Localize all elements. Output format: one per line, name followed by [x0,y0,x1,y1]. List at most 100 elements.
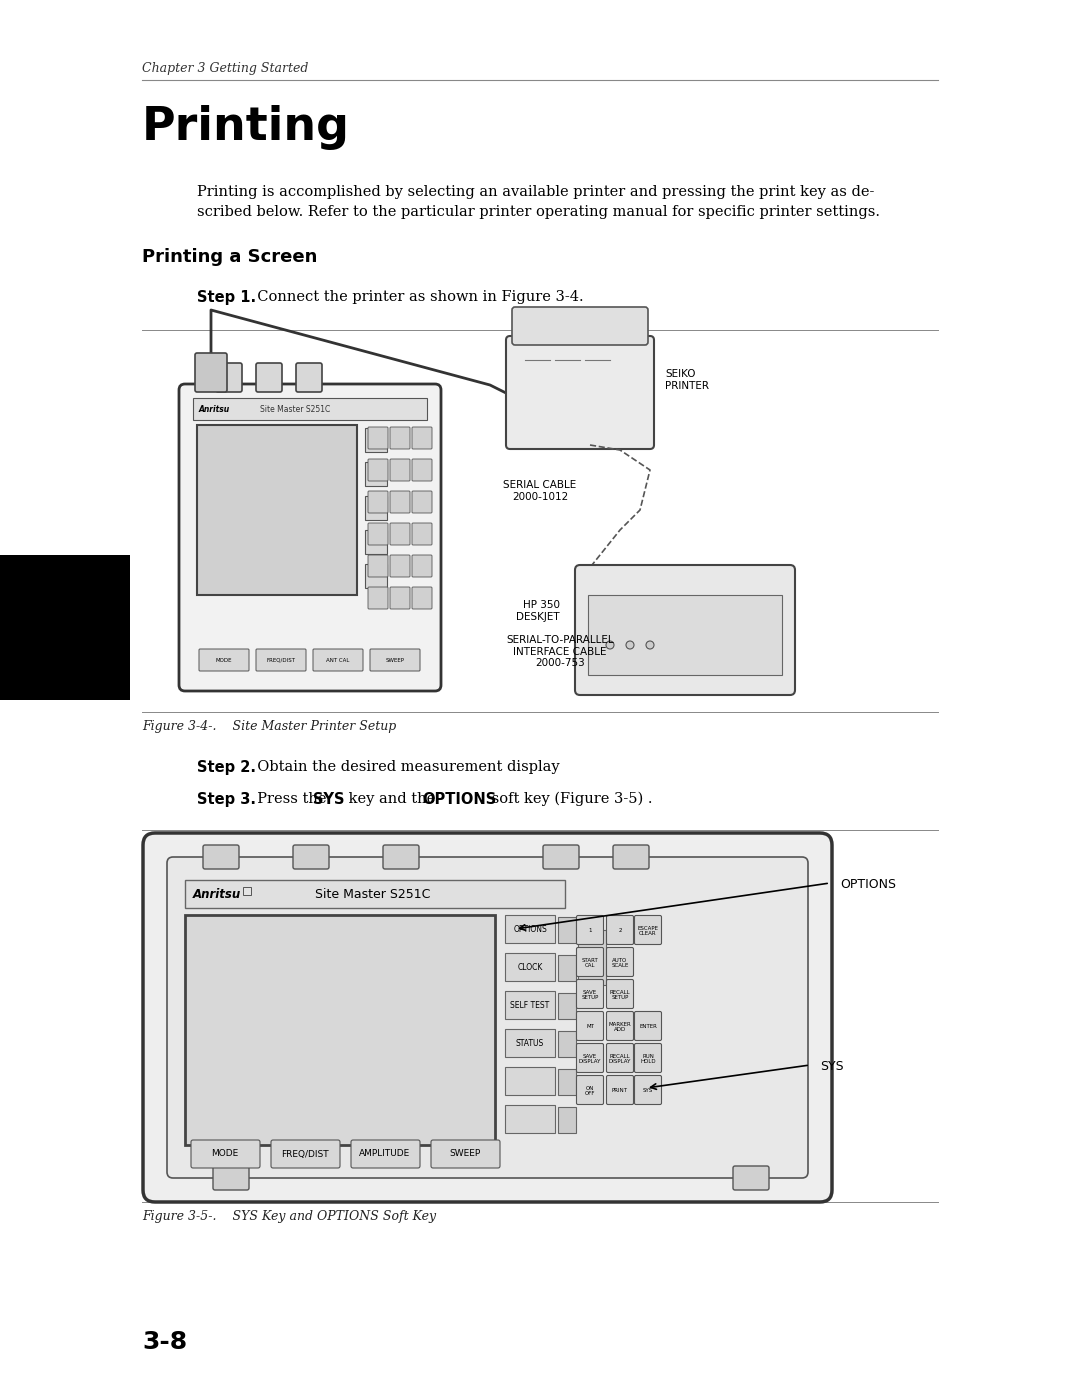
Text: SYS: SYS [643,1088,653,1094]
Bar [505,1030,555,1058]
Text: ESCAPE
CLEAR: ESCAPE CLEAR [637,926,659,936]
Text: AUTO
SCALE: AUTO SCALE [611,957,629,968]
Bar [505,953,555,981]
Text: MT: MT [586,1024,594,1030]
Bar [197,425,357,595]
FancyBboxPatch shape [607,1076,634,1105]
FancyBboxPatch shape [390,460,410,481]
Bar [558,1031,576,1058]
Bar [243,887,251,895]
FancyBboxPatch shape [577,1076,604,1105]
Bar [365,496,387,520]
FancyBboxPatch shape [368,587,388,609]
FancyBboxPatch shape [411,587,432,609]
Text: Anritsu: Anritsu [193,887,241,901]
Text: SAVE
DISPLAY: SAVE DISPLAY [579,1053,602,1065]
Bar [505,1105,555,1133]
FancyBboxPatch shape [577,1044,604,1073]
FancyBboxPatch shape [195,353,227,393]
Text: MODE: MODE [216,658,232,662]
Bar [505,915,555,943]
Text: SYS: SYS [820,1060,843,1073]
Text: Step 1.: Step 1. [197,291,256,305]
FancyBboxPatch shape [216,363,242,393]
FancyBboxPatch shape [390,522,410,545]
Bar [365,427,387,453]
Text: START
CAL: START CAL [582,957,598,968]
Circle shape [606,641,615,650]
FancyBboxPatch shape [577,915,604,944]
Bar [558,1069,576,1095]
Text: OPTIONS: OPTIONS [513,925,546,933]
Text: Printing a Screen: Printing a Screen [141,249,318,265]
Text: SERIAL CABLE
2000-1012: SERIAL CABLE 2000-1012 [503,481,577,502]
Text: Anritsu: Anritsu [199,405,230,414]
FancyBboxPatch shape [203,845,239,869]
Text: FREQ/DIST: FREQ/DIST [267,658,296,662]
FancyBboxPatch shape [577,1011,604,1041]
FancyBboxPatch shape [313,650,363,671]
Bar [365,462,387,486]
Text: Obtain the desired measurement display: Obtain the desired measurement display [248,760,559,774]
FancyBboxPatch shape [143,833,832,1201]
Text: Site Master S251C: Site Master S251C [260,405,330,414]
Text: Figure 3-5-.    SYS Key and OPTIONS Soft Key: Figure 3-5-. SYS Key and OPTIONS Soft Ke… [141,1210,436,1222]
Text: Chapter 3 Getting Started: Chapter 3 Getting Started [141,61,309,75]
FancyBboxPatch shape [368,522,388,545]
Bar [185,880,565,908]
Bar [185,915,495,1146]
FancyBboxPatch shape [256,363,282,393]
FancyBboxPatch shape [543,845,579,869]
Bar [558,1106,576,1133]
FancyBboxPatch shape [390,427,410,448]
FancyBboxPatch shape [607,1011,634,1041]
Text: Step 2.: Step 2. [197,760,256,775]
Bar [588,595,782,675]
Bar [558,916,576,943]
FancyBboxPatch shape [199,650,249,671]
FancyBboxPatch shape [351,1140,420,1168]
Text: scribed below. Refer to the particular printer operating manual for specific pri: scribed below. Refer to the particular p… [197,205,880,219]
Text: Press the: Press the [248,792,332,806]
FancyBboxPatch shape [607,947,634,977]
FancyBboxPatch shape [635,1044,661,1073]
FancyBboxPatch shape [390,555,410,577]
Text: soft key (Figure 3-5) .: soft key (Figure 3-5) . [487,792,652,806]
FancyBboxPatch shape [256,650,306,671]
Text: RUN
HOLD: RUN HOLD [640,1053,656,1065]
Text: 2: 2 [618,929,622,933]
FancyBboxPatch shape [167,856,808,1178]
Text: RECALL
DISPLAY: RECALL DISPLAY [609,1053,631,1065]
FancyBboxPatch shape [635,1011,661,1041]
Text: SERIAL-TO-PARALLEL
INTERFACE CABLE
2000-753: SERIAL-TO-PARALLEL INTERFACE CABLE 2000-… [507,636,613,668]
Text: SWEEP: SWEEP [449,1150,481,1158]
Text: SYS: SYS [313,792,345,807]
FancyBboxPatch shape [411,522,432,545]
Text: RECALL
SETUP: RECALL SETUP [610,989,631,1000]
FancyBboxPatch shape [296,363,322,393]
Text: SEIKO
PRINTER: SEIKO PRINTER [665,369,708,391]
FancyBboxPatch shape [191,1140,260,1168]
Bar [365,564,387,588]
Bar [365,529,387,555]
Text: Printing: Printing [141,105,350,149]
Bar [578,930,606,985]
FancyBboxPatch shape [179,384,441,692]
FancyBboxPatch shape [370,650,420,671]
Bar [505,1067,555,1095]
FancyBboxPatch shape [577,947,604,977]
FancyBboxPatch shape [635,915,661,944]
FancyBboxPatch shape [293,845,329,869]
Text: Printing is accomplished by selecting an available printer and pressing the prin: Printing is accomplished by selecting an… [197,184,875,198]
Text: Connect the printer as shown in Figure 3-4.: Connect the printer as shown in Figure 3… [248,291,583,305]
Bar [0,555,130,700]
Circle shape [646,641,654,650]
FancyBboxPatch shape [411,490,432,513]
FancyBboxPatch shape [512,307,648,345]
Text: Site Master S251C: Site Master S251C [315,887,430,901]
Text: ANT CAL: ANT CAL [326,658,350,662]
Text: Step 3.: Step 3. [197,792,256,807]
Text: MODE: MODE [212,1150,239,1158]
Text: ON
OFF: ON OFF [584,1085,595,1097]
FancyBboxPatch shape [368,427,388,448]
